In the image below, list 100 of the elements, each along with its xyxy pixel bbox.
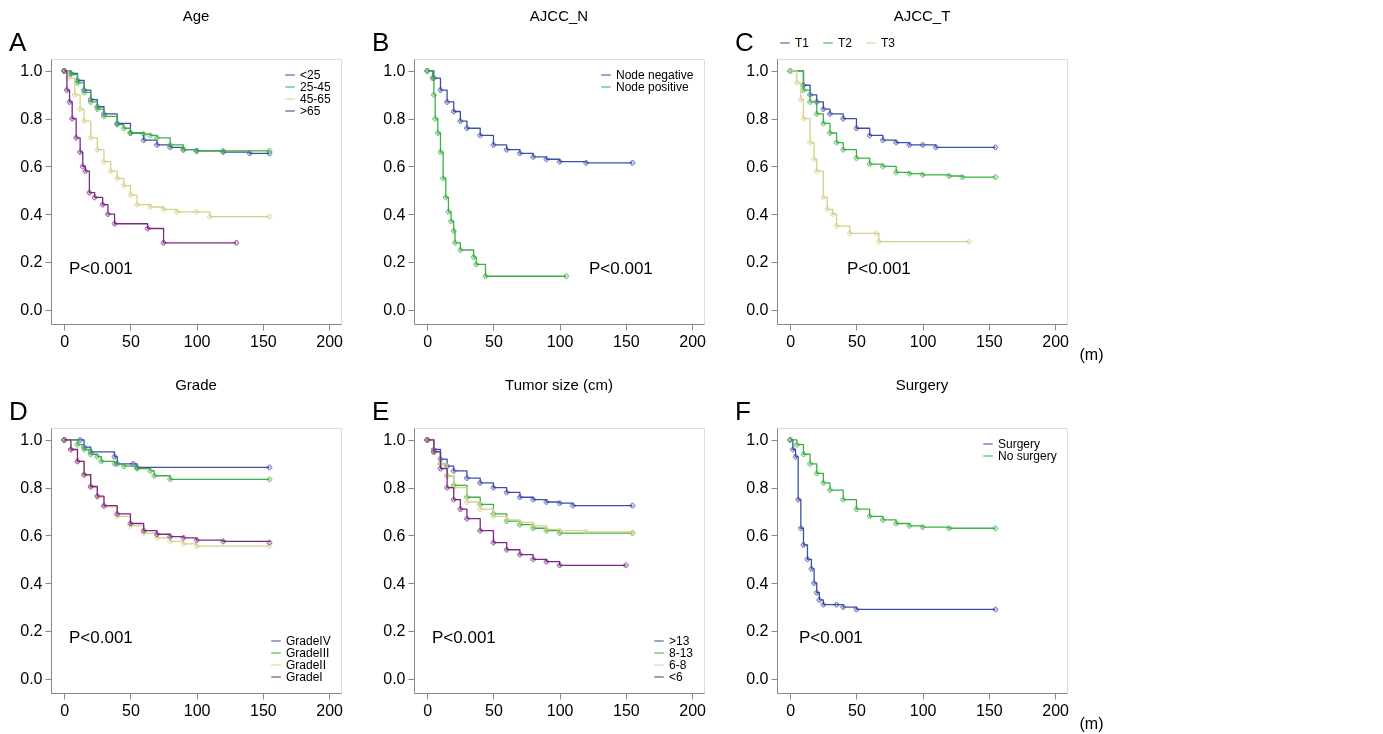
point xyxy=(266,539,273,546)
point xyxy=(792,453,799,460)
point xyxy=(180,534,187,541)
point xyxy=(477,501,484,508)
chart-title: Age xyxy=(182,7,210,24)
point xyxy=(807,139,813,146)
point xyxy=(853,125,860,132)
y-tick-label: 1.0 xyxy=(746,431,769,449)
point xyxy=(464,515,470,522)
legend-label: Node positive xyxy=(616,80,690,94)
annotation: P<0.001 xyxy=(69,628,133,647)
x-tick-label: 0 xyxy=(423,701,433,719)
point xyxy=(151,472,158,479)
x-tick-label: 50 xyxy=(848,701,866,719)
point xyxy=(167,476,174,483)
point xyxy=(992,144,999,151)
y-tick-label: 0.8 xyxy=(20,110,43,128)
y-tick-label: 1.0 xyxy=(383,431,406,449)
point xyxy=(827,111,833,117)
point xyxy=(450,108,457,115)
point xyxy=(111,220,118,227)
point xyxy=(833,601,840,608)
x-tick-label: 150 xyxy=(613,701,640,719)
point xyxy=(477,480,484,486)
legend-label: <25 xyxy=(300,68,321,82)
point xyxy=(266,543,273,550)
y-tick-label: 0.6 xyxy=(383,526,406,544)
point xyxy=(167,533,174,540)
point xyxy=(207,213,213,220)
point xyxy=(807,91,813,98)
point xyxy=(445,208,452,215)
point xyxy=(795,496,802,503)
x-tick-label: 150 xyxy=(250,701,277,719)
point xyxy=(811,156,817,163)
x-tick-label: 50 xyxy=(122,701,140,719)
point xyxy=(490,142,497,148)
x-tick-label: 150 xyxy=(613,332,640,350)
point xyxy=(583,160,589,166)
point xyxy=(120,463,127,470)
y-tick-label: 0.6 xyxy=(746,526,769,544)
legend-label: T2 xyxy=(838,36,853,50)
y-tick-label: 1.0 xyxy=(20,62,43,80)
point xyxy=(906,170,913,177)
point xyxy=(457,247,464,253)
point xyxy=(81,118,87,124)
point xyxy=(144,225,151,232)
point xyxy=(450,496,457,503)
point xyxy=(482,273,489,280)
x-tick-label: 100 xyxy=(909,332,937,350)
point xyxy=(86,189,93,196)
text: E xyxy=(372,396,390,426)
point xyxy=(470,254,477,260)
point xyxy=(797,96,804,103)
point xyxy=(77,149,83,155)
point xyxy=(444,484,450,491)
point xyxy=(813,589,820,596)
point xyxy=(73,134,79,141)
point xyxy=(840,496,847,503)
point xyxy=(434,130,441,136)
point xyxy=(490,539,497,546)
y-tick-label: 0.0 xyxy=(746,670,769,688)
point xyxy=(450,228,457,234)
point xyxy=(800,115,807,122)
point xyxy=(130,460,136,467)
point xyxy=(919,524,926,530)
point xyxy=(107,168,114,175)
annotation: P<0.001 xyxy=(847,259,911,278)
point xyxy=(873,230,880,237)
x-tick-label: 0 xyxy=(786,701,796,719)
point xyxy=(530,556,537,563)
chart-title: Surgery xyxy=(895,376,949,393)
y-tick-label: 0.0 xyxy=(746,301,769,319)
y-tick-label: 1.0 xyxy=(383,62,406,80)
point xyxy=(820,120,827,127)
point xyxy=(464,125,470,132)
y-tick-label: 0.4 xyxy=(20,574,43,592)
point xyxy=(105,211,111,218)
point xyxy=(629,160,636,166)
y-tick-label: 1.0 xyxy=(746,62,769,80)
x-tick-label: 100 xyxy=(909,701,937,719)
y-tick-label: 1.0 xyxy=(20,431,43,449)
point xyxy=(91,194,98,201)
point xyxy=(933,144,939,151)
point xyxy=(808,566,815,572)
legend-label: Surgery xyxy=(998,437,1041,451)
point xyxy=(444,99,450,105)
point xyxy=(800,87,807,93)
x-tick-label: 150 xyxy=(976,332,1003,350)
y-tick-label: 0.4 xyxy=(746,205,769,223)
point xyxy=(120,125,127,132)
x-tick-label: 0 xyxy=(786,332,796,350)
point xyxy=(69,115,76,122)
point xyxy=(65,75,72,81)
point xyxy=(811,580,817,587)
point xyxy=(127,192,134,198)
point xyxy=(992,174,999,181)
point xyxy=(797,525,804,532)
x-tick-label: 200 xyxy=(316,332,344,350)
point xyxy=(583,529,589,535)
point xyxy=(853,155,860,161)
